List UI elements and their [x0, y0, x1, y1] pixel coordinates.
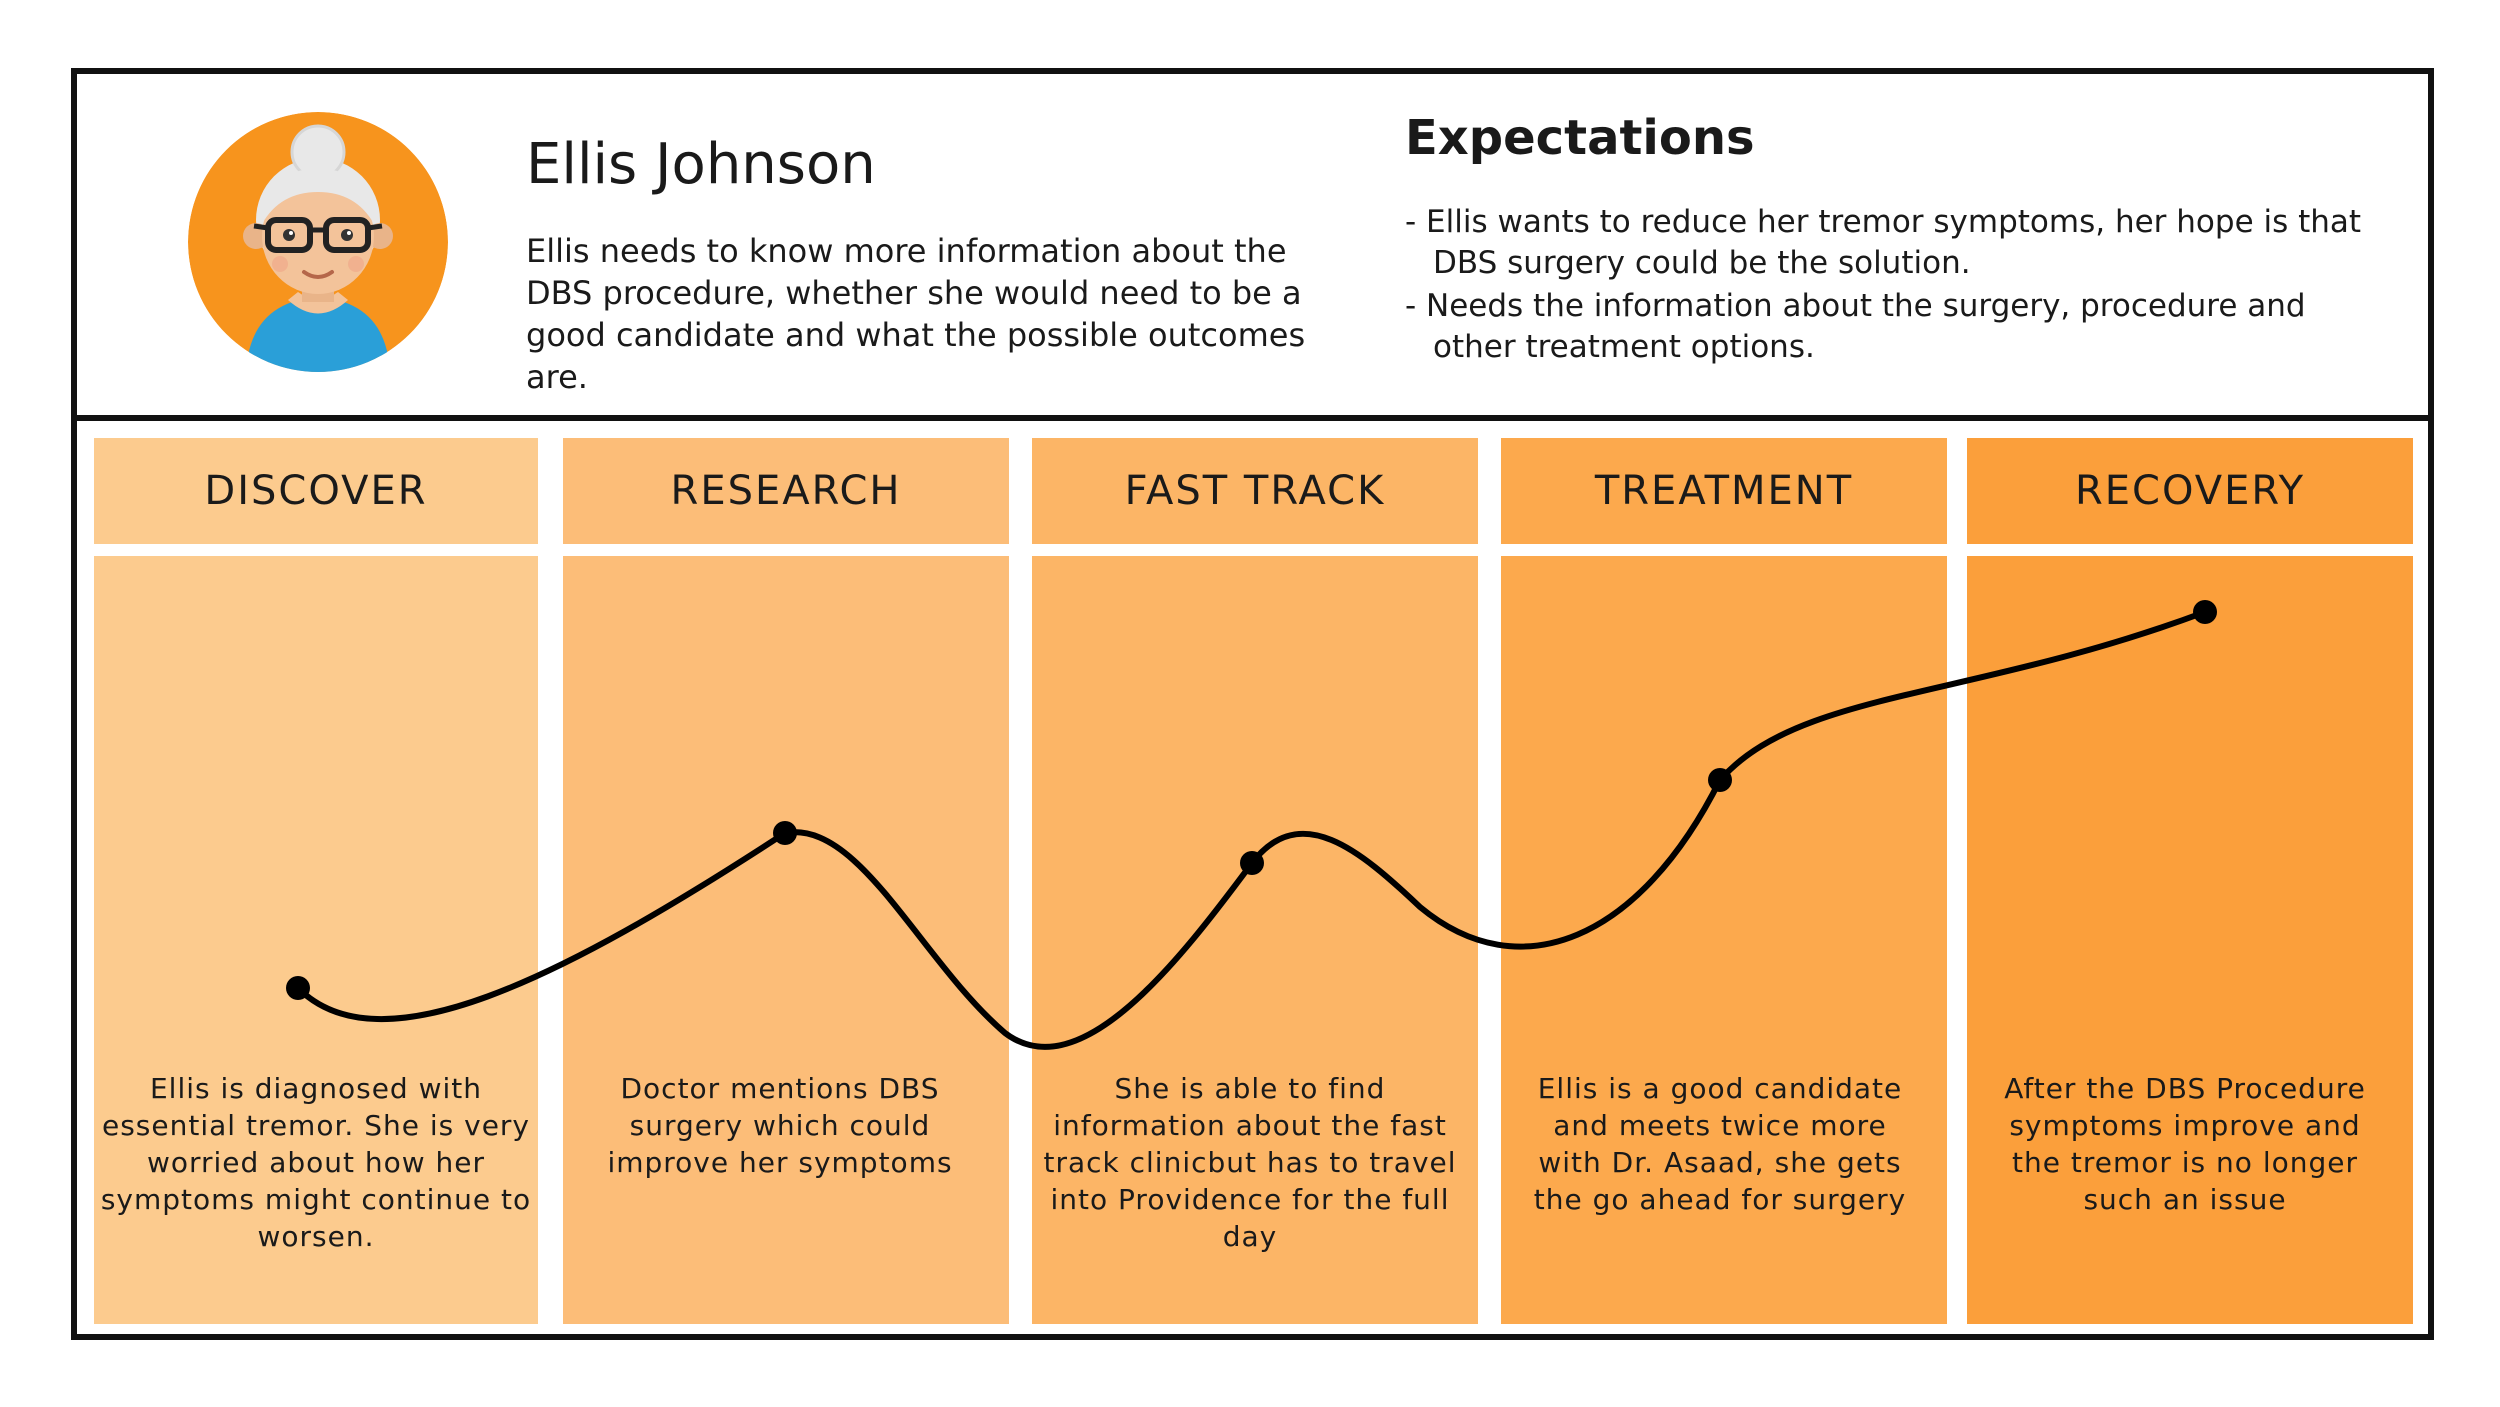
stage-body-research — [563, 556, 1009, 1324]
stage-text-treatment: Ellis is a good candidate and meets twic… — [1533, 1072, 1907, 1216]
stage-header-discover: DISCOVER — [94, 438, 538, 544]
stage-text-research: Doctor mentions DBS surgery which could … — [607, 1072, 953, 1179]
stage-header-recovery: RECOVERY — [1967, 438, 2413, 544]
stage-text-fast-track: She is able to find information about th… — [1043, 1072, 1457, 1253]
stage-text-recovery: After the DBS Procedure symptoms improve… — [2004, 1072, 2366, 1216]
stage-header-research: RESEARCH — [563, 438, 1009, 544]
stage-header-treatment: TREATMENT — [1501, 438, 1947, 544]
expectation-item: - Needs the information about the surger… — [1405, 288, 2306, 365]
stage-header-fast-track: FAST TRACK — [1032, 438, 1478, 544]
persona-name: Ellis Johnson — [526, 132, 876, 197]
avatar — [188, 112, 448, 372]
expectation-item: - Ellis wants to reduce her tremor sympt… — [1405, 204, 2362, 281]
expectations-list: - Ellis wants to reduce her tremor sympt… — [1405, 202, 2365, 370]
persona-card-frame — [71, 68, 2434, 1340]
section-divider — [71, 415, 2434, 421]
stage-text-discover: Ellis is diagnosed with essential tremor… — [100, 1072, 532, 1253]
expectations-title: Expectations — [1405, 110, 1755, 166]
persona-description: Ellis needs to know more information abo… — [526, 232, 1306, 396]
